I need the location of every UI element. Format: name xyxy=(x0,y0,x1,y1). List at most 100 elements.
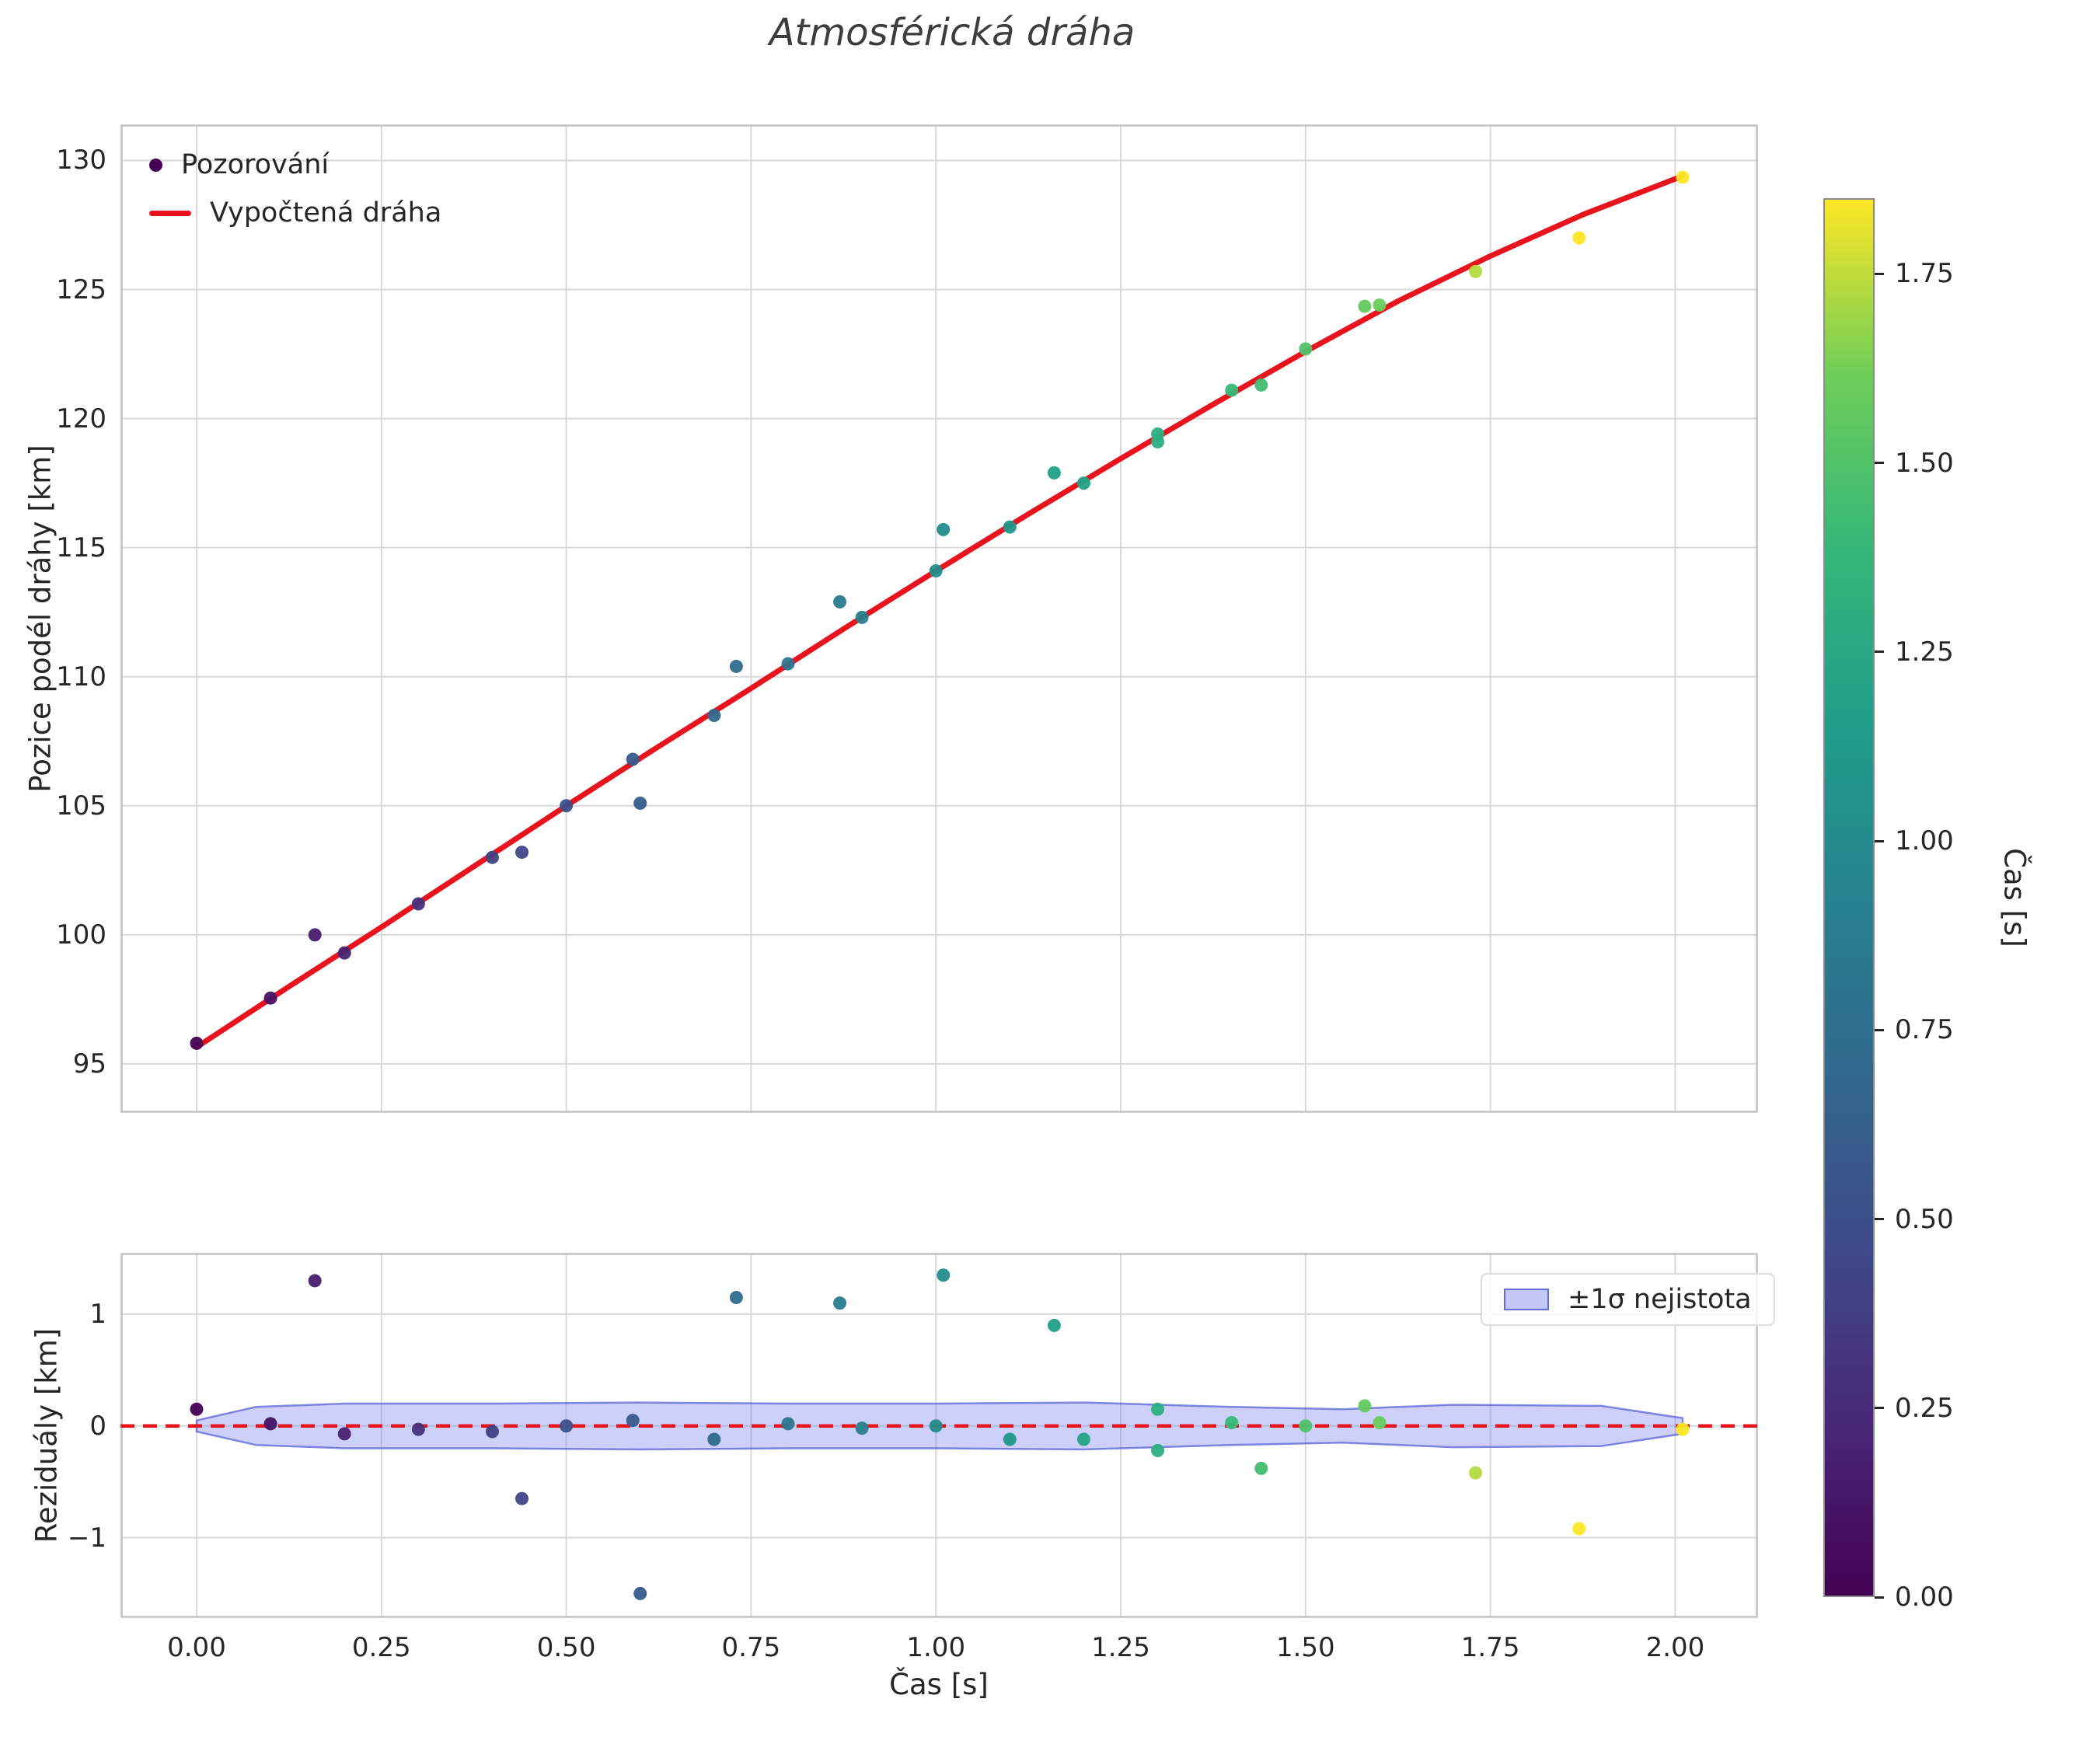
legend-top: Pozorování Vypočtená dráha xyxy=(149,149,441,228)
residual-point xyxy=(1151,1443,1165,1457)
residual-point xyxy=(1676,1422,1690,1436)
observation-point xyxy=(729,659,743,673)
x-tick-label-time: 0.50 xyxy=(536,1632,596,1663)
residual-point xyxy=(190,1402,204,1416)
residual-point xyxy=(485,1425,499,1439)
axes-spine xyxy=(120,124,1758,1113)
observation-point xyxy=(263,991,277,1005)
residual-point xyxy=(411,1422,425,1436)
residual-point xyxy=(833,1296,847,1310)
observation-point xyxy=(1676,170,1690,184)
x-tick-label-time: 1.00 xyxy=(906,1632,966,1663)
residual-point xyxy=(1047,1318,1061,1332)
trajectory-plot-canvas xyxy=(120,124,1758,1113)
residual-point xyxy=(707,1432,721,1446)
residual-point xyxy=(929,1419,943,1433)
legend-item-observations: Pozorování xyxy=(149,149,441,180)
colorbar-gradient xyxy=(1823,198,1875,1597)
residual-point xyxy=(1151,1402,1165,1416)
x-tick-label-time: 1.75 xyxy=(1460,1632,1520,1663)
observation-point xyxy=(411,897,425,911)
y-axis-label-residuals: Reziduály [km] xyxy=(30,1327,64,1543)
observation-point xyxy=(1373,298,1387,312)
legend-label-uncertainty: ±1σ nejistota xyxy=(1568,1284,1752,1315)
axes-spine xyxy=(120,1253,1758,1618)
residual-point xyxy=(626,1414,640,1428)
residual-point xyxy=(633,1586,647,1600)
residual-point xyxy=(855,1421,869,1435)
observation-point xyxy=(1047,466,1061,480)
x-tick-label-time: 0.00 xyxy=(167,1632,226,1663)
residual-point xyxy=(937,1268,951,1282)
residual-point xyxy=(781,1417,795,1431)
y-tick-label-residual: 0 xyxy=(89,1410,106,1442)
residual-point xyxy=(1076,1432,1090,1446)
y-tick-label-position: 105 xyxy=(56,790,106,821)
residual-point xyxy=(263,1417,277,1431)
x-axis-label-time: Čas [s] xyxy=(889,1668,989,1701)
x-tick-label-time: 0.75 xyxy=(721,1632,781,1663)
residual-point xyxy=(1299,1419,1313,1433)
observation-point xyxy=(626,752,640,766)
observation-point xyxy=(1076,476,1090,490)
colorbar-tick-label: 1.50 xyxy=(1895,447,1954,479)
observation-point xyxy=(560,799,574,813)
y-tick-label-position: 130 xyxy=(56,145,106,176)
x-tick-label-time: 2.00 xyxy=(1645,1632,1705,1663)
observation-point xyxy=(1003,520,1017,534)
legend-label-observations: Pozorování xyxy=(181,149,330,180)
observation-point xyxy=(855,610,869,624)
observation-point xyxy=(937,522,951,536)
colorbar-tick-label: 0.25 xyxy=(1895,1392,1954,1424)
fitted-trajectory-curve xyxy=(194,173,1686,1050)
observation-point xyxy=(1358,299,1372,313)
y-tick-label-position: 125 xyxy=(56,274,106,305)
observation-point xyxy=(1299,342,1313,356)
y-tick-label-residual: 1 xyxy=(89,1299,106,1331)
curve-line-icon xyxy=(149,210,191,216)
residual-point xyxy=(515,1491,529,1505)
residual-point xyxy=(729,1290,743,1304)
residual-point xyxy=(1225,1415,1239,1429)
y-tick-label-position: 115 xyxy=(56,532,106,563)
observation-point xyxy=(1151,435,1165,449)
observation-point xyxy=(485,850,499,864)
x-tick-label-time: 1.25 xyxy=(1091,1632,1150,1663)
y-tick-label-position: 110 xyxy=(56,661,106,692)
residual-point xyxy=(1572,1522,1586,1536)
colorbar-tick-mark xyxy=(1875,1028,1884,1031)
residual-point xyxy=(308,1274,322,1288)
colorbar-tick-mark xyxy=(1875,1407,1884,1410)
residual-point xyxy=(337,1427,351,1441)
observation-point xyxy=(707,709,721,723)
y-tick-label-residual: −1 xyxy=(67,1522,106,1554)
observation-point xyxy=(190,1036,204,1050)
y-tick-label-position: 120 xyxy=(56,403,106,434)
observation-point xyxy=(833,595,847,609)
observation-point xyxy=(929,564,943,578)
observation-point xyxy=(1469,264,1483,278)
legend-item-uncertainty-band: ±1σ nejistota xyxy=(1504,1284,1752,1315)
legend-uncertainty: ±1σ nejistota xyxy=(1481,1273,1775,1326)
observation-point xyxy=(1254,378,1268,392)
chart-title: Atmosférická dráha xyxy=(769,11,1135,54)
observation-point xyxy=(515,846,529,860)
colorbar-tick-label: 0.75 xyxy=(1895,1014,1954,1046)
observation-marker-icon xyxy=(149,158,162,172)
observation-point xyxy=(308,928,322,942)
colorbar-tick-label: 0.00 xyxy=(1895,1582,1954,1613)
observation-point xyxy=(633,796,647,810)
legend-item-fitted-curve: Vypočtená dráha xyxy=(149,197,441,228)
observation-point xyxy=(781,657,795,671)
colorbar-tick-mark xyxy=(1875,1596,1884,1599)
observation-point xyxy=(1572,231,1586,245)
colorbar-tick-mark xyxy=(1875,272,1884,275)
legend-label-fitted-curve: Vypočtená dráha xyxy=(210,197,442,228)
residual-point xyxy=(1469,1466,1483,1480)
colorbar-tick-mark xyxy=(1875,462,1884,465)
colorbar-label: Čas [s] xyxy=(1997,848,2032,947)
colorbar-tick-mark xyxy=(1875,1218,1884,1220)
residual-point xyxy=(1003,1432,1017,1446)
y-tick-label-position: 95 xyxy=(72,1048,106,1080)
